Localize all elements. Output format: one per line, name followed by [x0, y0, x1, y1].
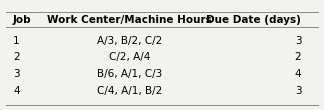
Text: 4: 4 — [13, 86, 19, 96]
Text: 3: 3 — [295, 36, 301, 46]
Text: Job: Job — [13, 15, 31, 25]
Text: 2: 2 — [295, 52, 301, 62]
Text: 2: 2 — [13, 52, 19, 62]
Text: A/3, B/2, C/2: A/3, B/2, C/2 — [97, 36, 162, 46]
Text: 4: 4 — [295, 69, 301, 79]
Text: 3: 3 — [13, 69, 19, 79]
Text: Work Center/Machine Hours: Work Center/Machine Hours — [47, 15, 212, 25]
Text: C/2, A/4: C/2, A/4 — [109, 52, 150, 62]
Text: B/6, A/1, C/3: B/6, A/1, C/3 — [97, 69, 162, 79]
Text: C/4, A/1, B/2: C/4, A/1, B/2 — [97, 86, 162, 96]
Text: Due Date (days): Due Date (days) — [206, 15, 301, 25]
Text: 1: 1 — [13, 36, 19, 46]
Text: 3: 3 — [295, 86, 301, 96]
